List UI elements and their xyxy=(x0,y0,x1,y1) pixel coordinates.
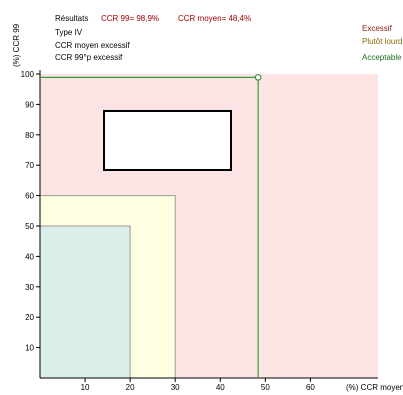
results-label: Résultats xyxy=(55,14,88,23)
y-tick-label-40: 40 xyxy=(25,252,34,261)
ccr-moyen-excess-line: CCR moyen excessif xyxy=(55,41,130,50)
x-tick-label-20: 20 xyxy=(126,383,135,392)
legend-excessif: Excessif xyxy=(362,24,393,33)
type-line: Type IV xyxy=(55,28,83,37)
legend-acceptable: Acceptable xyxy=(362,53,402,62)
y-tick-label-10: 10 xyxy=(25,344,34,353)
legend: Excessif Plutôt lourd Acceptable xyxy=(362,24,402,62)
ccr99-excess-line: CCR 99°p excessif xyxy=(55,53,123,62)
x-tick-label-60: 60 xyxy=(306,383,315,392)
x-tick-label-50: 50 xyxy=(261,383,270,392)
y-tick-label-90: 90 xyxy=(25,100,34,109)
zone-acceptable xyxy=(39,225,131,379)
y-tick-label-70: 70 xyxy=(25,161,34,170)
y-tick-label-100: 100 xyxy=(21,70,35,79)
results-header: Résultats CCR 99= 98,9% CCR moyen= 48,4%… xyxy=(55,14,251,62)
y-tick-label-20: 20 xyxy=(25,313,34,322)
y-tick-label-80: 80 xyxy=(25,131,34,140)
y-tick-label-50: 50 xyxy=(25,222,34,231)
info-box xyxy=(103,110,232,171)
ccr-moyen-result: CCR moyen= 48,4% xyxy=(178,14,251,23)
y-axis-label: (%) CCR 99 xyxy=(12,23,21,67)
x-axis-label: (%) CCR moyen xyxy=(346,383,403,392)
x-tick-label-40: 40 xyxy=(216,383,225,392)
x-tick-label-30: 30 xyxy=(171,383,180,392)
y-tick-label-60: 60 xyxy=(25,192,34,201)
y-tick-label-30: 30 xyxy=(25,283,34,292)
result-point xyxy=(254,73,262,81)
x-tick-label-10: 10 xyxy=(81,383,90,392)
ccr99-result: CCR 99= 98,9% xyxy=(101,14,159,23)
legend-plutot-lourd: Plutôt lourd xyxy=(362,37,402,46)
